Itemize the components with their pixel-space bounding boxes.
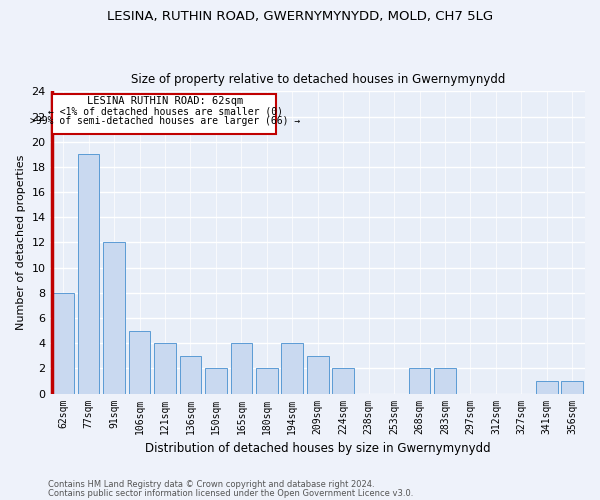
Bar [409, 368, 430, 394]
Bar [154, 343, 176, 394]
Bar [562, 381, 583, 394]
Bar [332, 368, 354, 394]
Bar [179, 356, 201, 394]
Text: LESINA, RUTHIN ROAD, GWERNYMYNYDD, MOLD, CH7 5LG: LESINA, RUTHIN ROAD, GWERNYMYNYDD, MOLD,… [107, 10, 493, 23]
Title: Size of property relative to detached houses in Gwernymynydd: Size of property relative to detached ho… [131, 73, 505, 86]
Text: >99% of semi-detached houses are larger (66) →: >99% of semi-detached houses are larger … [30, 116, 300, 126]
Text: Contains public sector information licensed under the Open Government Licence v3: Contains public sector information licen… [48, 489, 413, 498]
Text: Contains HM Land Registry data © Crown copyright and database right 2024.: Contains HM Land Registry data © Crown c… [48, 480, 374, 489]
Bar [256, 368, 278, 394]
Bar [230, 343, 252, 394]
Bar [78, 154, 100, 394]
Bar [103, 242, 125, 394]
Bar [52, 293, 74, 394]
Bar [307, 356, 329, 394]
Text: ← <1% of detached houses are smaller (0): ← <1% of detached houses are smaller (0) [47, 106, 283, 117]
Text: LESINA RUTHIN ROAD: 62sqm: LESINA RUTHIN ROAD: 62sqm [87, 96, 243, 106]
Bar [536, 381, 557, 394]
FancyBboxPatch shape [52, 94, 276, 134]
Bar [129, 330, 151, 394]
Bar [434, 368, 456, 394]
Y-axis label: Number of detached properties: Number of detached properties [16, 155, 26, 330]
X-axis label: Distribution of detached houses by size in Gwernymynydd: Distribution of detached houses by size … [145, 442, 491, 455]
Bar [281, 343, 303, 394]
Bar [205, 368, 227, 394]
